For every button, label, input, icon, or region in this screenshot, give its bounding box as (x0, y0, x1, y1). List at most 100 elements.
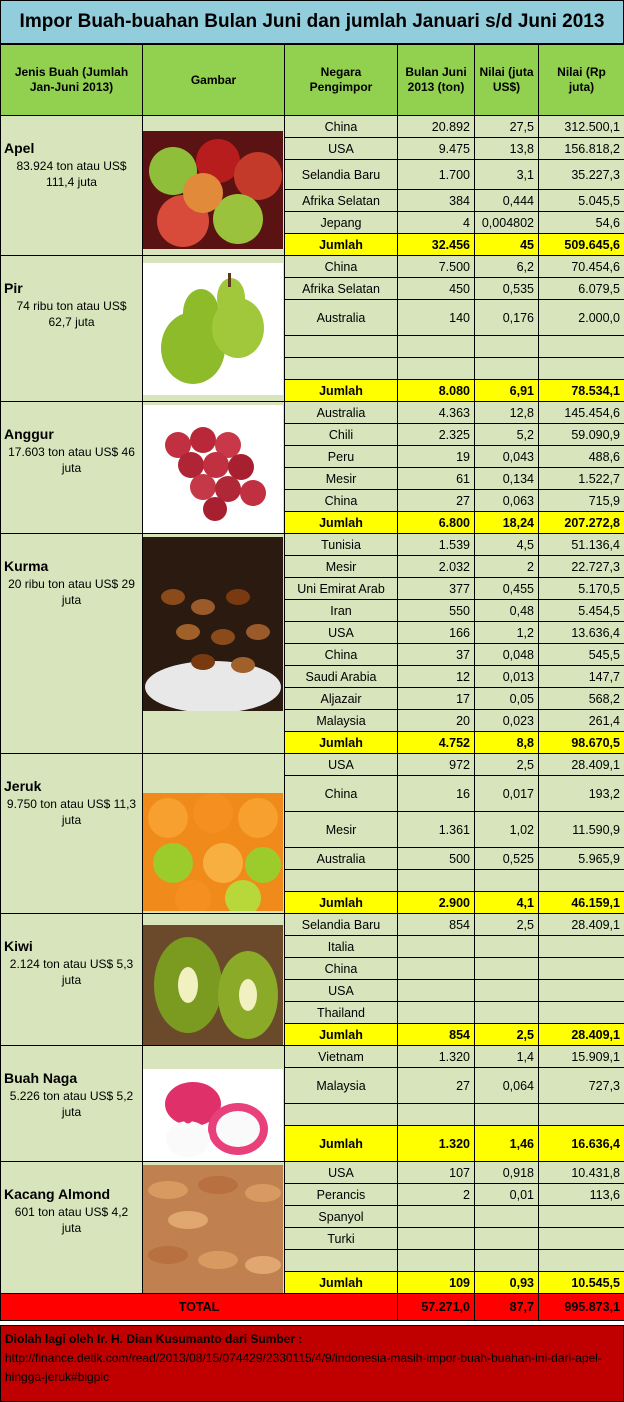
table-row: Jepang 4 0,004802 54,6 (1, 211, 624, 234)
ton-cell: 16 (397, 775, 475, 812)
ton-cell: 12 (397, 665, 475, 688)
rp-cell: 51.136,4 (538, 533, 624, 556)
table-row (1, 1103, 624, 1126)
rp-cell: 22.727,3 (538, 555, 624, 578)
almond-image (143, 1164, 283, 1293)
ton-cell: 377 (397, 577, 475, 600)
usd-cell (474, 357, 539, 380)
fruit-name-cell: Kurma 20 ribu ton atau US$ 29 juta (0, 533, 143, 754)
rp-cell: 261,4 (538, 709, 624, 732)
ton-cell: 4 (397, 211, 475, 234)
country-cell: Jumlah (284, 731, 398, 754)
country-cell: USA (284, 621, 398, 644)
ton-cell: 19 (397, 445, 475, 468)
table-row: Apel 83.924 ton atau US$ 111,4 juta China 2… (0, 115, 624, 256)
usd-cell: 6,91 (474, 379, 539, 402)
table-row: Anggur 17.603 ton atau US$ 46 juta Austral… (0, 401, 624, 534)
country-cell: Afrika Selatan (284, 189, 398, 212)
usd-cell: 0,063 (474, 489, 539, 512)
table-row: Thailand (1, 1001, 624, 1024)
rp-cell: 10.545,5 (538, 1271, 624, 1294)
country-cell: Saudi Arabia (284, 665, 398, 688)
jumlah-row: Jumlah 4.752 8,8 98.670,5 (1, 731, 624, 754)
rp-cell (538, 1227, 624, 1250)
table-row (1, 335, 624, 358)
rp-cell: 509.645,6 (538, 233, 624, 256)
fruit-name: Kiwi (4, 938, 33, 954)
rp-cell: 15.909,1 (538, 1045, 624, 1068)
table-row: Malaysia 20 0,023 261,4 (1, 709, 624, 732)
usd-cell: 0,05 (474, 687, 539, 710)
ton-cell: 4.363 (397, 401, 475, 424)
country-cell: Jumlah (284, 1125, 398, 1162)
table-row: Pir 74 ribu ton atau US$ 62,7 juta China 7.… (0, 255, 624, 402)
country-cell: Perancis (284, 1183, 398, 1206)
usd-cell: 1,02 (474, 811, 539, 848)
usd-cell: 5,2 (474, 423, 539, 446)
ton-cell (397, 1227, 475, 1250)
rp-cell (538, 335, 624, 358)
ton-cell: 2.900 (397, 891, 475, 914)
table-row: Australia 140 0,176 2.000,0 (1, 299, 624, 336)
table-row: Italia (1, 935, 624, 958)
ton-cell: 27 (397, 1067, 475, 1104)
country-cell (284, 1103, 398, 1126)
table-row (1, 869, 624, 892)
country-cell: China (284, 255, 398, 278)
country-cell: USA (284, 979, 398, 1002)
country-cell: China (284, 489, 398, 512)
rp-cell: 715,9 (538, 489, 624, 512)
fruit-summary: 83.924 ton atau US$ 111,4 juta (16, 159, 127, 189)
fruit-name: Pir (4, 280, 23, 296)
fruit-summary: 601 ton atau US$ 4,2 juta (14, 1205, 129, 1235)
rp-cell: 1.522,7 (538, 467, 624, 490)
rp-cell: 147,7 (538, 665, 624, 688)
ton-cell: 8.080 (397, 379, 475, 402)
rp-cell: 5.170,5 (538, 577, 624, 600)
rp-cell (538, 979, 624, 1002)
ton-cell: 109 (397, 1271, 475, 1294)
header-jenis: Jenis Buah (Jumlah Jan-Juni 2013) (0, 44, 143, 116)
usd-cell: 6,2 (474, 255, 539, 278)
ton-cell (397, 1249, 475, 1272)
table-row: Mesir 61 0,134 1.522,7 (1, 467, 624, 490)
usd-cell: 2,5 (474, 1023, 539, 1046)
country-cell: Jumlah (284, 891, 398, 914)
orange-image (143, 792, 283, 911)
rp-cell: 10.431,8 (538, 1161, 624, 1184)
fruit-name: Kurma (4, 558, 49, 574)
ton-cell: 500 (397, 847, 475, 870)
table-row: Buah Naga 5.226 ton atau US$ 5,2 juta Viet… (0, 1045, 624, 1162)
rp-cell: 5.454,5 (538, 599, 624, 622)
fruit-name-cell: Kacang Almond 601 ton atau US$ 4,2 juta (0, 1161, 143, 1294)
fruit-summary: 2.124 ton atau US$ 5,3 juta (9, 957, 134, 987)
source-author: Diolah lagi oleh Ir. H. Dian Kusumanto d… (5, 1332, 303, 1346)
ton-cell: 2.325 (397, 423, 475, 446)
ton-cell (397, 869, 475, 892)
table-row: Mesir 1.361 1,02 11.590,9 (1, 811, 624, 848)
country-cell: Selandia Baru (284, 913, 398, 936)
country-cell: USA (284, 1161, 398, 1184)
country-cell: China (284, 643, 398, 666)
usd-cell: 27,5 (474, 115, 539, 138)
table-row: Iran 550 0,48 5.454,5 (1, 599, 624, 622)
usd-cell: 2,5 (474, 753, 539, 776)
table-row: Mesir 2.032 2 22.727,3 (1, 555, 624, 578)
country-cell: Aljazair (284, 687, 398, 710)
source-url[interactable]: http://finance.detik.com/read/2013/08/15… (5, 1351, 602, 1384)
usd-cell: 2 (474, 555, 539, 578)
rp-cell (538, 1001, 624, 1024)
rp-cell: 98.670,5 (538, 731, 624, 754)
usd-cell: 4,5 (474, 533, 539, 556)
usd-cell: 0,176 (474, 299, 539, 336)
fruit-name-cell: Jeruk 9.750 ton atau US$ 11,3 juta (0, 753, 143, 914)
total-usd: 87,7 (474, 1293, 539, 1321)
rp-cell: 59.090,9 (538, 423, 624, 446)
header-nilai-usd: Nilai (juta US$) (474, 44, 539, 116)
country-cell (284, 869, 398, 892)
rp-cell: 13.636,4 (538, 621, 624, 644)
fruit-name: Anggur (4, 426, 54, 442)
ton-cell: 107 (397, 1161, 475, 1184)
table-row: Aljazair 17 0,05 568,2 (1, 687, 624, 710)
ton-cell: 37 (397, 643, 475, 666)
